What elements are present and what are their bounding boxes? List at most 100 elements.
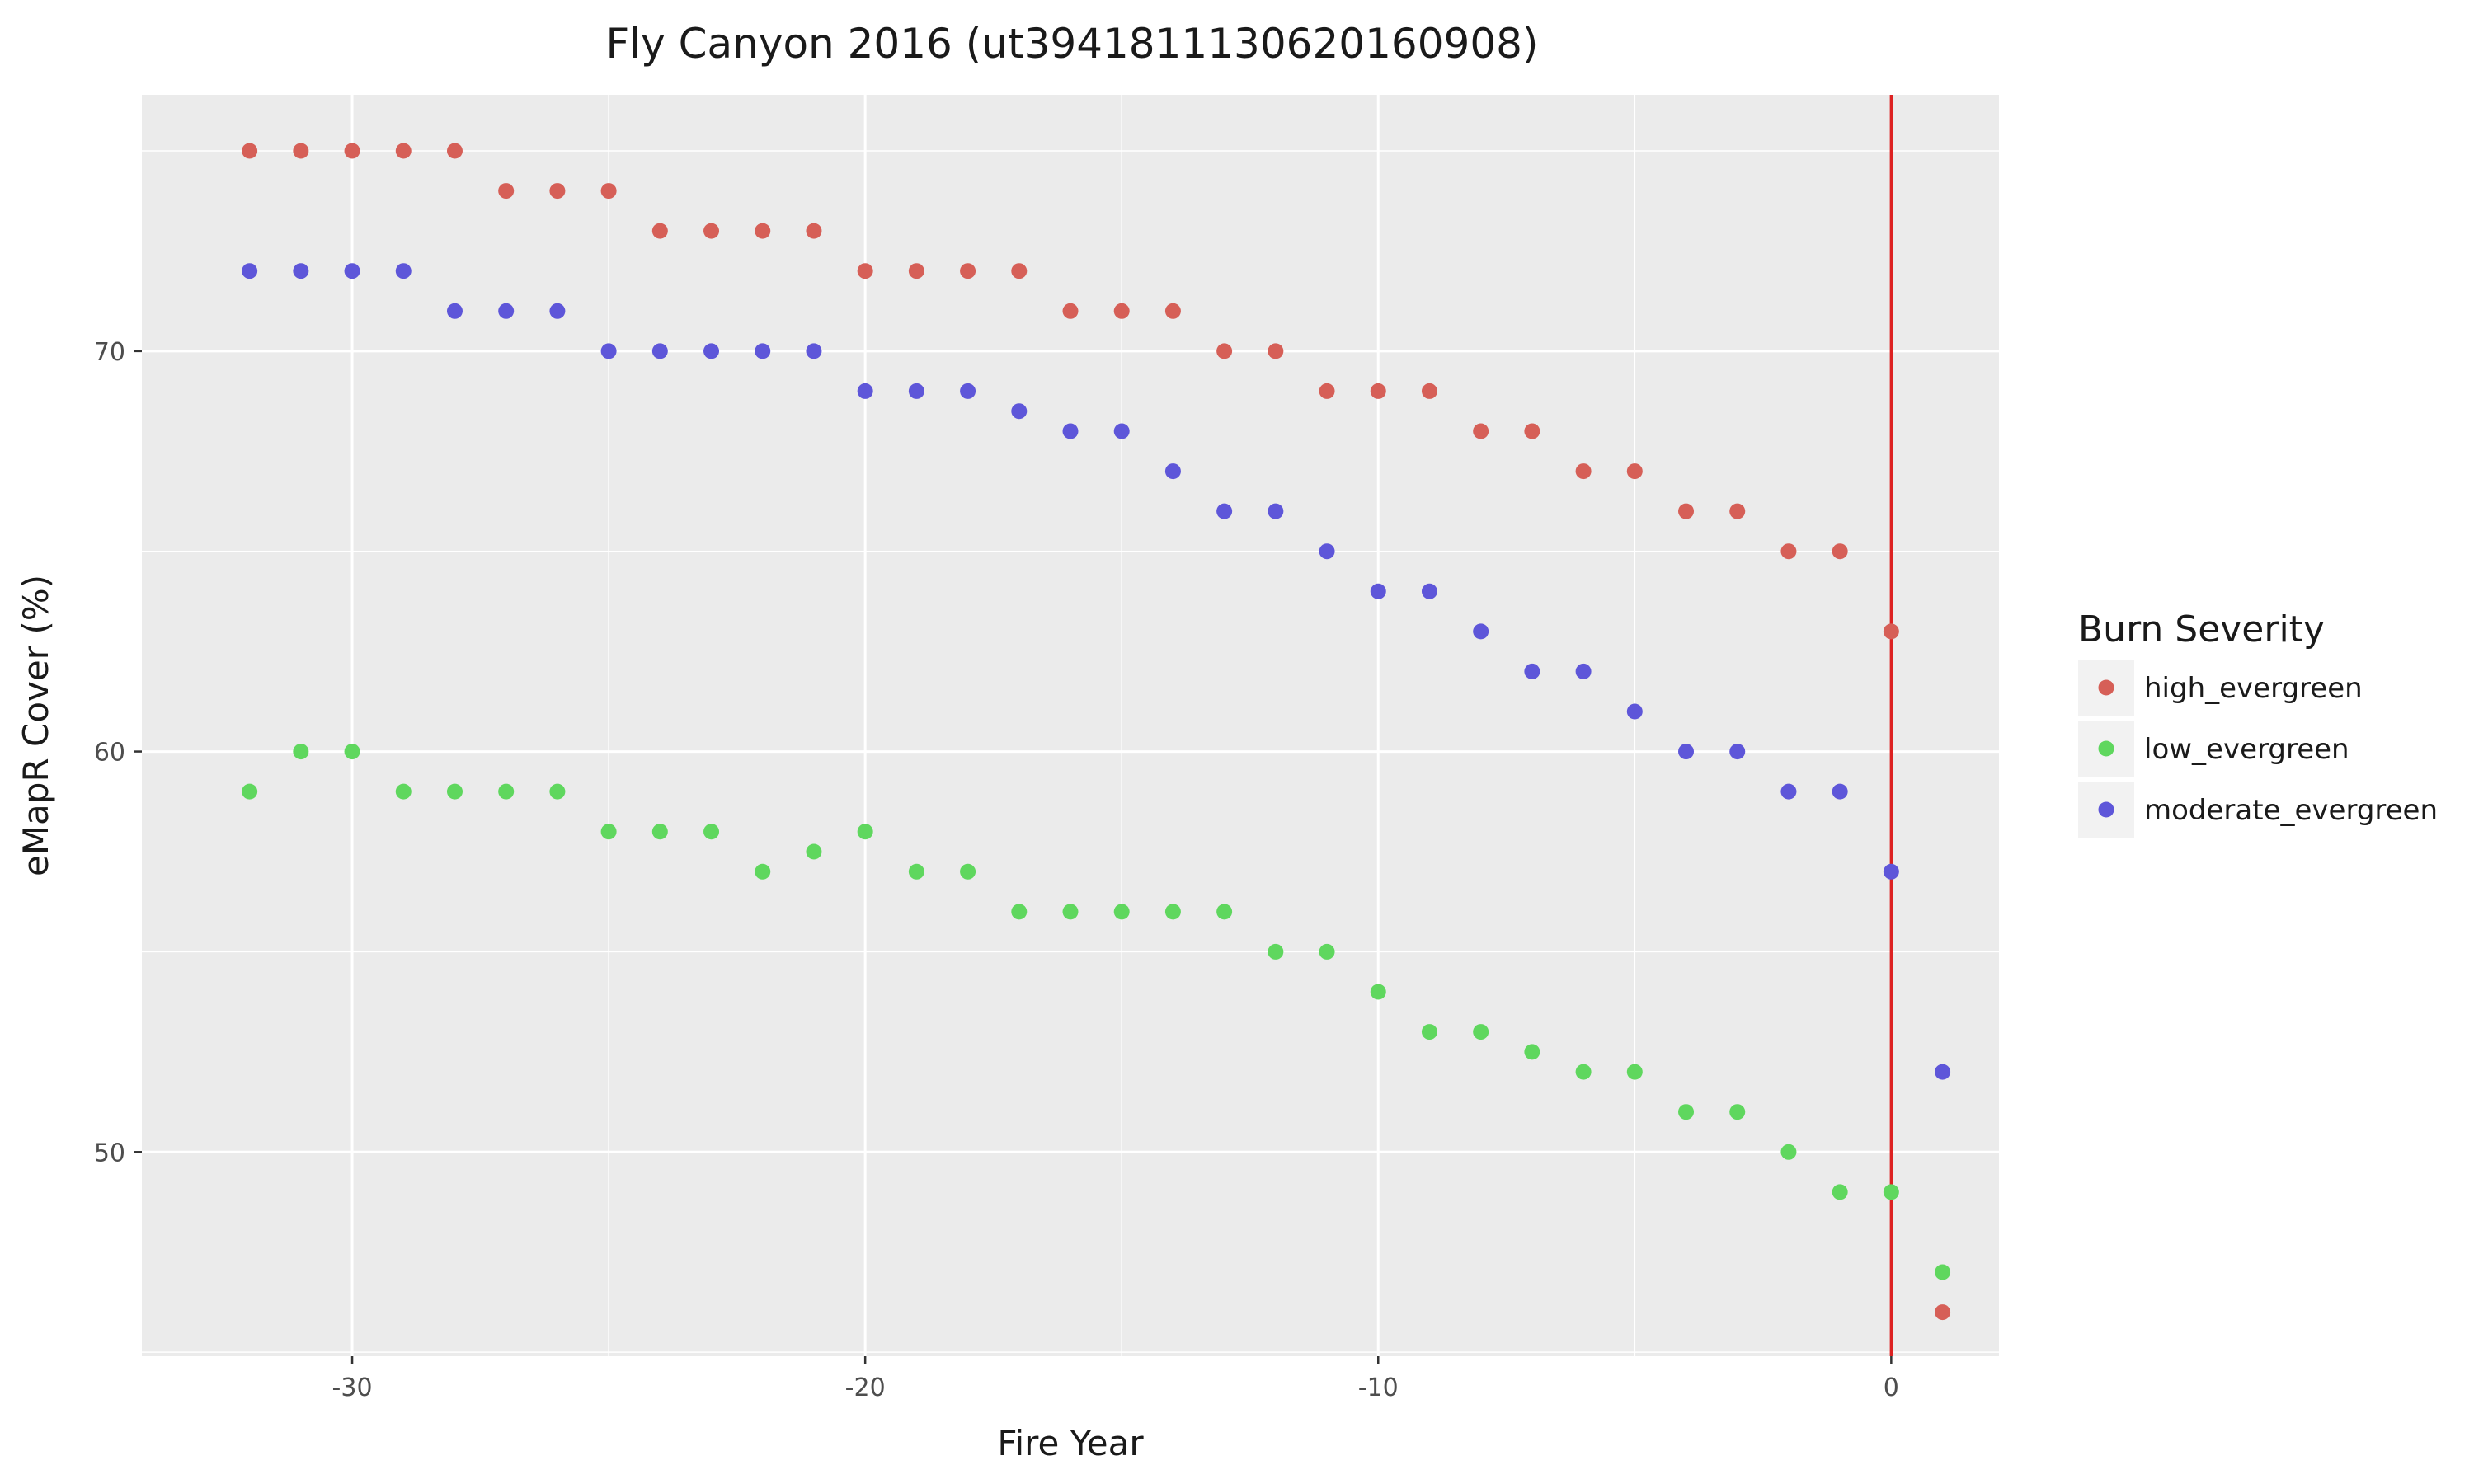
data-point	[1268, 503, 1284, 519]
data-point	[1524, 1044, 1540, 1060]
data-point	[651, 343, 668, 359]
data-point	[1473, 1024, 1489, 1040]
y-axis-label: eMapR Cover (%)	[16, 575, 56, 876]
legend-title: Burn Severity	[2078, 608, 2325, 650]
data-point	[1575, 663, 1592, 679]
legend-label: low_evergreen	[2144, 733, 2349, 766]
data-point	[755, 343, 771, 359]
data-point	[1164, 904, 1181, 920]
data-point	[446, 143, 463, 159]
legend: Burn Severity high_evergreen low_evergree…	[2078, 608, 2438, 838]
data-point	[498, 303, 515, 319]
data-point	[549, 783, 566, 800]
data-point	[1729, 503, 1746, 519]
y-tick-label: 70	[94, 338, 125, 367]
data-point	[1113, 904, 1130, 920]
y-tick-label: 50	[94, 1139, 125, 1167]
data-point	[1678, 744, 1695, 760]
data-point	[1370, 383, 1386, 399]
data-point	[1113, 423, 1130, 439]
data-point	[242, 263, 258, 279]
data-point	[806, 223, 822, 239]
data-point	[1216, 343, 1233, 359]
data-point	[960, 263, 976, 279]
data-point	[1883, 863, 1899, 880]
legend-label: high_evergreen	[2144, 672, 2363, 705]
data-point	[1421, 583, 1437, 599]
legend-marker	[2098, 679, 2114, 696]
chart-title: Fly Canyon 2016 (ut3941811130620160908)	[605, 20, 1538, 68]
data-point	[1319, 543, 1335, 560]
data-point	[703, 824, 720, 840]
data-point	[1473, 623, 1489, 640]
data-point	[1935, 1304, 1951, 1321]
legend-item-moderate-evergreen: moderate_evergreen	[2078, 782, 2438, 838]
data-point	[1164, 463, 1181, 480]
data-point	[1780, 1144, 1797, 1160]
data-point	[242, 143, 258, 159]
data-point	[1678, 503, 1695, 519]
data-point	[1062, 303, 1079, 319]
data-point	[857, 263, 873, 279]
data-point	[498, 183, 515, 200]
data-point	[446, 303, 463, 319]
data-point	[1268, 343, 1284, 359]
x-axis-label: Fire Year	[997, 1423, 1144, 1463]
data-point	[242, 783, 258, 800]
data-point	[1832, 783, 1848, 800]
legend-item-high-evergreen: high_evergreen	[2078, 660, 2363, 716]
x-tick-label: -20	[845, 1374, 886, 1402]
data-points	[242, 143, 1951, 1321]
data-point	[806, 843, 822, 860]
data-point	[1575, 1064, 1592, 1080]
data-point	[1729, 744, 1746, 760]
data-point	[600, 824, 617, 840]
data-point	[908, 263, 924, 279]
data-point	[1011, 403, 1028, 420]
data-point	[395, 143, 412, 159]
data-point	[600, 183, 617, 200]
data-point	[1524, 423, 1540, 439]
series-high-evergreen	[242, 143, 1951, 1321]
data-point	[293, 263, 309, 279]
data-point	[395, 783, 412, 800]
data-point	[1370, 583, 1386, 599]
data-point	[1729, 1104, 1746, 1120]
data-point	[703, 343, 720, 359]
data-point	[1268, 943, 1284, 960]
data-point	[806, 343, 822, 359]
data-point	[1780, 543, 1797, 560]
data-point	[1678, 1104, 1695, 1120]
data-point	[908, 383, 924, 399]
x-tick-label: -10	[1358, 1374, 1399, 1402]
x-tick-label: -30	[332, 1374, 373, 1402]
data-point	[755, 863, 771, 880]
data-point	[344, 263, 360, 279]
data-point	[908, 863, 924, 880]
data-point	[1575, 463, 1592, 480]
x-tick-label: 0	[1884, 1374, 1899, 1402]
series-moderate-evergreen	[242, 263, 1951, 1080]
data-point	[1832, 1184, 1848, 1200]
data-point	[1011, 904, 1028, 920]
data-point	[1832, 543, 1848, 560]
data-point	[703, 223, 720, 239]
data-point	[293, 744, 309, 760]
data-point	[857, 383, 873, 399]
data-point	[1319, 943, 1335, 960]
data-point	[1062, 423, 1079, 439]
data-point	[549, 183, 566, 200]
data-point	[293, 143, 309, 159]
data-point	[549, 303, 566, 319]
data-point	[1421, 383, 1437, 399]
legend-label: moderate_evergreen	[2144, 794, 2438, 827]
data-point	[1626, 1064, 1643, 1080]
data-point	[651, 824, 668, 840]
data-point	[1370, 984, 1386, 1000]
data-point	[1524, 663, 1540, 679]
y-tick-label: 60	[94, 739, 125, 768]
data-point	[1421, 1024, 1437, 1040]
data-point	[344, 143, 360, 159]
data-point	[1883, 623, 1899, 640]
data-point	[1935, 1064, 1951, 1080]
